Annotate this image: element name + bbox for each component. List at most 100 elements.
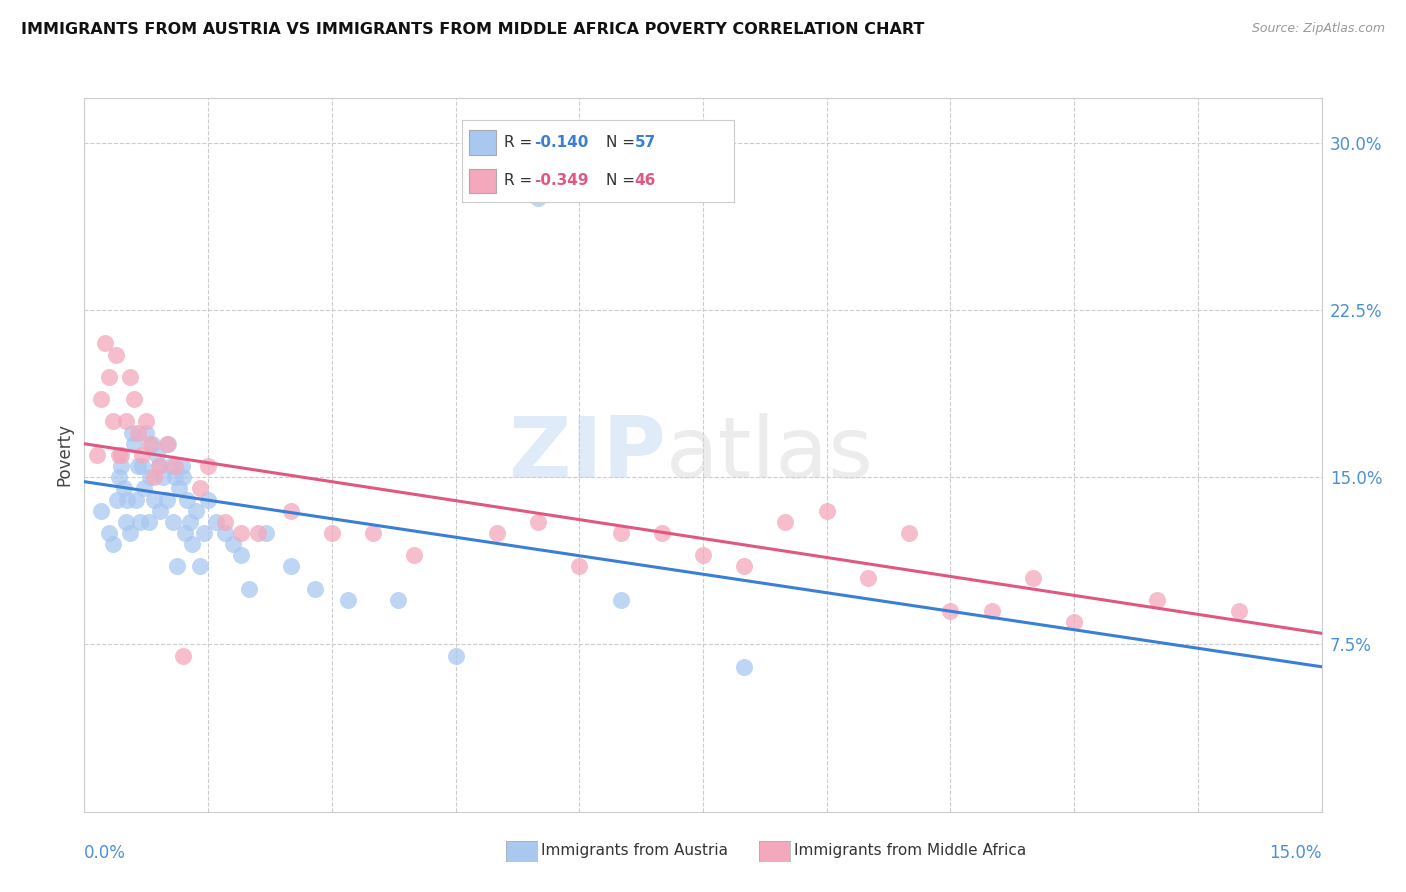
Point — [118, 369, 141, 384]
Point — [485, 526, 508, 541]
Text: -0.140: -0.140 — [534, 135, 588, 150]
Point — [110, 458, 132, 473]
Point — [609, 526, 631, 541]
Point — [166, 559, 188, 574]
Point — [148, 458, 170, 473]
Y-axis label: Poverty: Poverty — [55, 424, 73, 486]
Point — [103, 414, 125, 429]
Point — [94, 336, 117, 351]
Point — [170, 458, 193, 473]
Point — [214, 515, 236, 529]
Point — [139, 470, 162, 484]
Point — [337, 592, 360, 607]
Point — [174, 526, 197, 541]
Point — [149, 503, 172, 517]
Point — [90, 503, 112, 517]
Point — [122, 436, 145, 450]
Point — [184, 503, 207, 517]
Point — [214, 526, 236, 541]
Point — [172, 648, 194, 663]
Point — [856, 571, 879, 585]
Text: 46: 46 — [634, 173, 657, 187]
Text: N =: N = — [606, 135, 640, 150]
Point — [222, 537, 245, 551]
Point — [180, 537, 202, 551]
Point — [188, 559, 211, 574]
Point — [229, 526, 252, 541]
Point — [280, 503, 302, 517]
Point — [160, 458, 183, 473]
Point — [527, 515, 550, 529]
Point — [775, 515, 797, 529]
Point — [105, 492, 128, 507]
Point — [98, 526, 121, 541]
Point — [304, 582, 326, 596]
Point — [122, 392, 145, 407]
Point — [898, 526, 921, 541]
Text: ZIP: ZIP — [508, 413, 666, 497]
Point — [238, 582, 260, 596]
Text: Source: ZipAtlas.com: Source: ZipAtlas.com — [1251, 22, 1385, 36]
Point — [692, 548, 714, 563]
Point — [121, 425, 143, 440]
Point — [148, 458, 170, 473]
Text: -0.349: -0.349 — [534, 173, 588, 187]
Point — [108, 470, 131, 484]
Point — [152, 470, 174, 484]
Point — [280, 559, 302, 574]
Point — [165, 470, 187, 484]
Point — [132, 482, 155, 496]
Text: Immigrants from Middle Africa: Immigrants from Middle Africa — [794, 844, 1026, 858]
Point — [188, 482, 211, 496]
Point — [167, 482, 190, 496]
Point — [108, 448, 131, 462]
Point — [114, 515, 136, 529]
Point — [146, 448, 169, 462]
Point — [609, 592, 631, 607]
Point — [176, 492, 198, 507]
Point — [193, 526, 215, 541]
Point — [117, 492, 139, 507]
Point — [138, 515, 160, 529]
Point — [127, 425, 149, 440]
Point — [156, 492, 179, 507]
Point — [404, 548, 426, 563]
Point — [568, 559, 591, 574]
Point — [141, 436, 163, 450]
Point — [246, 526, 269, 541]
Point — [815, 503, 838, 517]
Text: R =: R = — [503, 135, 537, 150]
Point — [229, 548, 252, 563]
Text: N =: N = — [606, 173, 640, 187]
Point — [129, 515, 152, 529]
Point — [104, 347, 127, 362]
Point — [1146, 592, 1168, 607]
Point — [254, 526, 277, 541]
Point — [112, 482, 135, 496]
Point — [733, 559, 755, 574]
Point — [361, 526, 384, 541]
Point — [527, 192, 550, 206]
Point — [321, 526, 343, 541]
Point — [135, 425, 157, 440]
Point — [143, 492, 166, 507]
Point — [156, 436, 179, 450]
Point — [444, 648, 467, 663]
Bar — [468, 169, 496, 194]
Point — [980, 604, 1002, 618]
Point — [197, 492, 219, 507]
Point — [1022, 571, 1045, 585]
Point — [143, 470, 166, 484]
Point — [98, 369, 121, 384]
Text: IMMIGRANTS FROM AUSTRIA VS IMMIGRANTS FROM MIDDLE AFRICA POVERTY CORRELATION CHA: IMMIGRANTS FROM AUSTRIA VS IMMIGRANTS FR… — [21, 22, 925, 37]
Point — [103, 537, 125, 551]
Text: atlas: atlas — [666, 413, 875, 497]
Point — [157, 436, 180, 450]
Point — [86, 448, 108, 462]
Point — [733, 660, 755, 674]
Point — [939, 604, 962, 618]
Point — [651, 526, 673, 541]
Point — [179, 515, 201, 529]
Point — [110, 448, 132, 462]
Point — [114, 414, 136, 429]
